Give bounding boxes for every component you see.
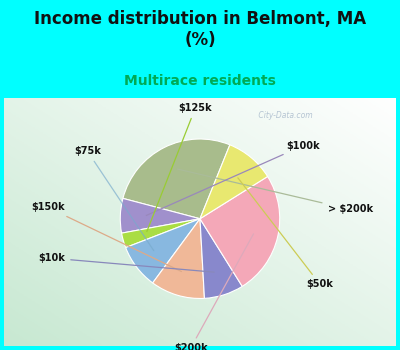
Text: > $200k: > $200k [178,169,373,214]
Text: $150k: $150k [31,203,182,272]
Wedge shape [120,198,200,233]
Text: $10k: $10k [38,253,214,272]
Wedge shape [153,219,204,299]
Text: $50k: $50k [238,178,334,289]
Text: Income distribution in Belmont, MA
(%): Income distribution in Belmont, MA (%) [34,10,366,49]
Text: Multirace residents: Multirace residents [124,74,276,88]
Text: $75k: $75k [74,146,154,251]
Text: City-Data.com: City-Data.com [256,111,312,120]
Text: $125k: $125k [147,103,212,231]
Text: $100k: $100k [146,141,320,216]
Text: $200k: $200k [174,234,254,350]
Wedge shape [123,139,230,219]
Wedge shape [122,219,200,247]
Wedge shape [200,219,242,298]
Wedge shape [200,176,280,286]
Wedge shape [200,145,268,219]
Wedge shape [126,219,200,283]
